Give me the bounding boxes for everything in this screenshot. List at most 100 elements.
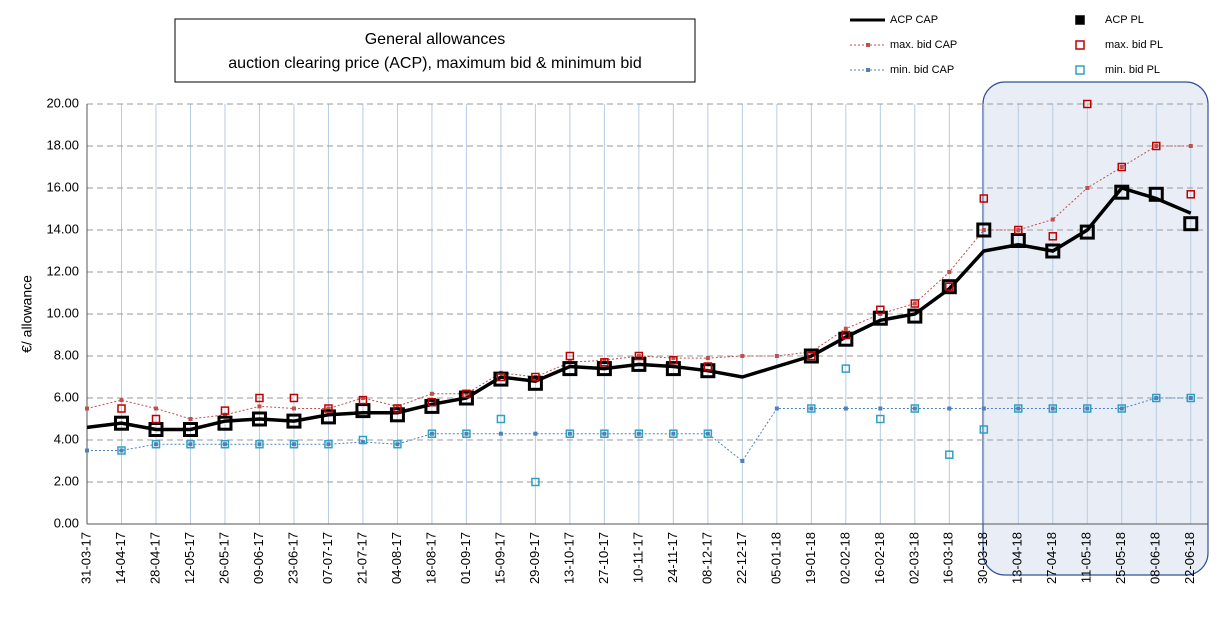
square-marker <box>1186 393 1196 403</box>
x-tick-label: 12-05-17 <box>182 532 197 584</box>
square-marker <box>700 363 716 379</box>
square-marker <box>286 413 302 429</box>
legend-swatch <box>1075 40 1085 50</box>
square-marker <box>600 358 609 367</box>
square-marker <box>393 404 402 413</box>
square-marker <box>117 404 126 413</box>
point <box>843 406 848 411</box>
y-axis-label: €/ allowance <box>19 275 35 353</box>
square-marker <box>462 429 471 438</box>
x-tick-label: 04-08-17 <box>389 532 404 584</box>
square-marker <box>1152 393 1161 403</box>
point <box>395 442 400 447</box>
y-tick-label: 2.00 <box>54 473 79 488</box>
square-marker <box>910 404 920 413</box>
point <box>671 356 676 361</box>
square-marker <box>320 409 336 425</box>
square-marker <box>803 348 819 364</box>
point <box>774 406 779 411</box>
x-tick-label: 18-08-17 <box>423 532 438 584</box>
square-marker <box>669 429 678 438</box>
point <box>464 391 469 396</box>
square-marker <box>1048 232 1058 241</box>
y-tick-label: 14.00 <box>46 221 79 236</box>
y-tick-label: 20.00 <box>46 95 79 110</box>
square-marker <box>876 305 885 315</box>
x-tick-label: 16-02-18 <box>872 532 887 584</box>
square-marker <box>838 331 854 347</box>
y-tick-label: 4.00 <box>54 431 79 446</box>
x-tick-label: 30-03-18 <box>975 532 990 584</box>
point <box>912 406 917 411</box>
square-marker <box>703 429 713 438</box>
x-tick-label: 01-09-17 <box>458 532 473 584</box>
point <box>912 301 917 306</box>
point <box>1050 406 1055 411</box>
square-marker <box>289 439 299 449</box>
square-marker <box>600 429 609 438</box>
square-marker <box>941 279 957 295</box>
square-marker <box>424 398 440 414</box>
square-marker <box>596 361 612 377</box>
point <box>222 442 227 447</box>
square-marker <box>324 404 333 413</box>
square-marker <box>1083 404 1092 413</box>
square-marker <box>945 450 954 459</box>
point <box>291 442 296 447</box>
square-marker <box>117 446 126 455</box>
point <box>1050 217 1055 222</box>
square-marker <box>1117 162 1127 172</box>
square-marker <box>289 393 299 403</box>
square-marker <box>527 375 543 391</box>
square-marker <box>255 393 264 403</box>
point <box>429 391 434 396</box>
point <box>671 431 676 436</box>
legend-label: min. bid CAP <box>890 64 954 76</box>
point <box>1154 144 1159 148</box>
y-tick-label: 16.00 <box>46 179 79 194</box>
point <box>843 326 848 331</box>
x-tick-label: 26-05-17 <box>216 532 231 584</box>
square-marker <box>458 390 474 406</box>
square-marker <box>872 310 888 326</box>
square-marker <box>113 415 129 431</box>
square-marker <box>531 477 540 487</box>
x-tick-label: 13-04-18 <box>1010 532 1025 584</box>
square-marker <box>151 439 161 449</box>
point <box>119 448 124 453</box>
x-tick-label: 08-12-17 <box>699 532 714 584</box>
square-marker <box>1114 184 1130 200</box>
square-marker <box>807 404 816 413</box>
point <box>878 406 883 411</box>
square-marker <box>186 439 195 449</box>
square-marker <box>665 361 681 377</box>
x-tick-label: 22-06-18 <box>1182 532 1197 584</box>
square-marker <box>976 222 992 238</box>
point <box>981 406 986 411</box>
legend-swatch <box>1075 65 1085 75</box>
square-marker <box>1014 404 1023 413</box>
square-marker <box>496 414 506 424</box>
series-line <box>86 145 1191 420</box>
x-tick-label: 02-03-18 <box>906 532 921 584</box>
x-tick-label: 22-12-17 <box>734 532 749 584</box>
point <box>636 354 641 358</box>
point <box>464 431 469 436</box>
legend-label: max. bid CAP <box>890 39 957 51</box>
point <box>1154 396 1159 400</box>
square-marker <box>151 414 161 424</box>
y-tick-label: 0.00 <box>54 515 79 530</box>
point <box>1016 228 1021 232</box>
point <box>602 358 607 363</box>
square-marker <box>389 407 405 423</box>
square-marker <box>669 355 678 365</box>
square-marker <box>841 364 851 373</box>
point <box>153 442 158 447</box>
x-tick-label: 09-06-17 <box>251 532 266 584</box>
square-marker <box>220 439 230 449</box>
point <box>636 431 641 436</box>
x-tick-label: 16-03-18 <box>941 532 956 584</box>
square-marker <box>496 372 506 382</box>
legend-label: ACP CAP <box>890 14 938 26</box>
point <box>395 404 400 409</box>
